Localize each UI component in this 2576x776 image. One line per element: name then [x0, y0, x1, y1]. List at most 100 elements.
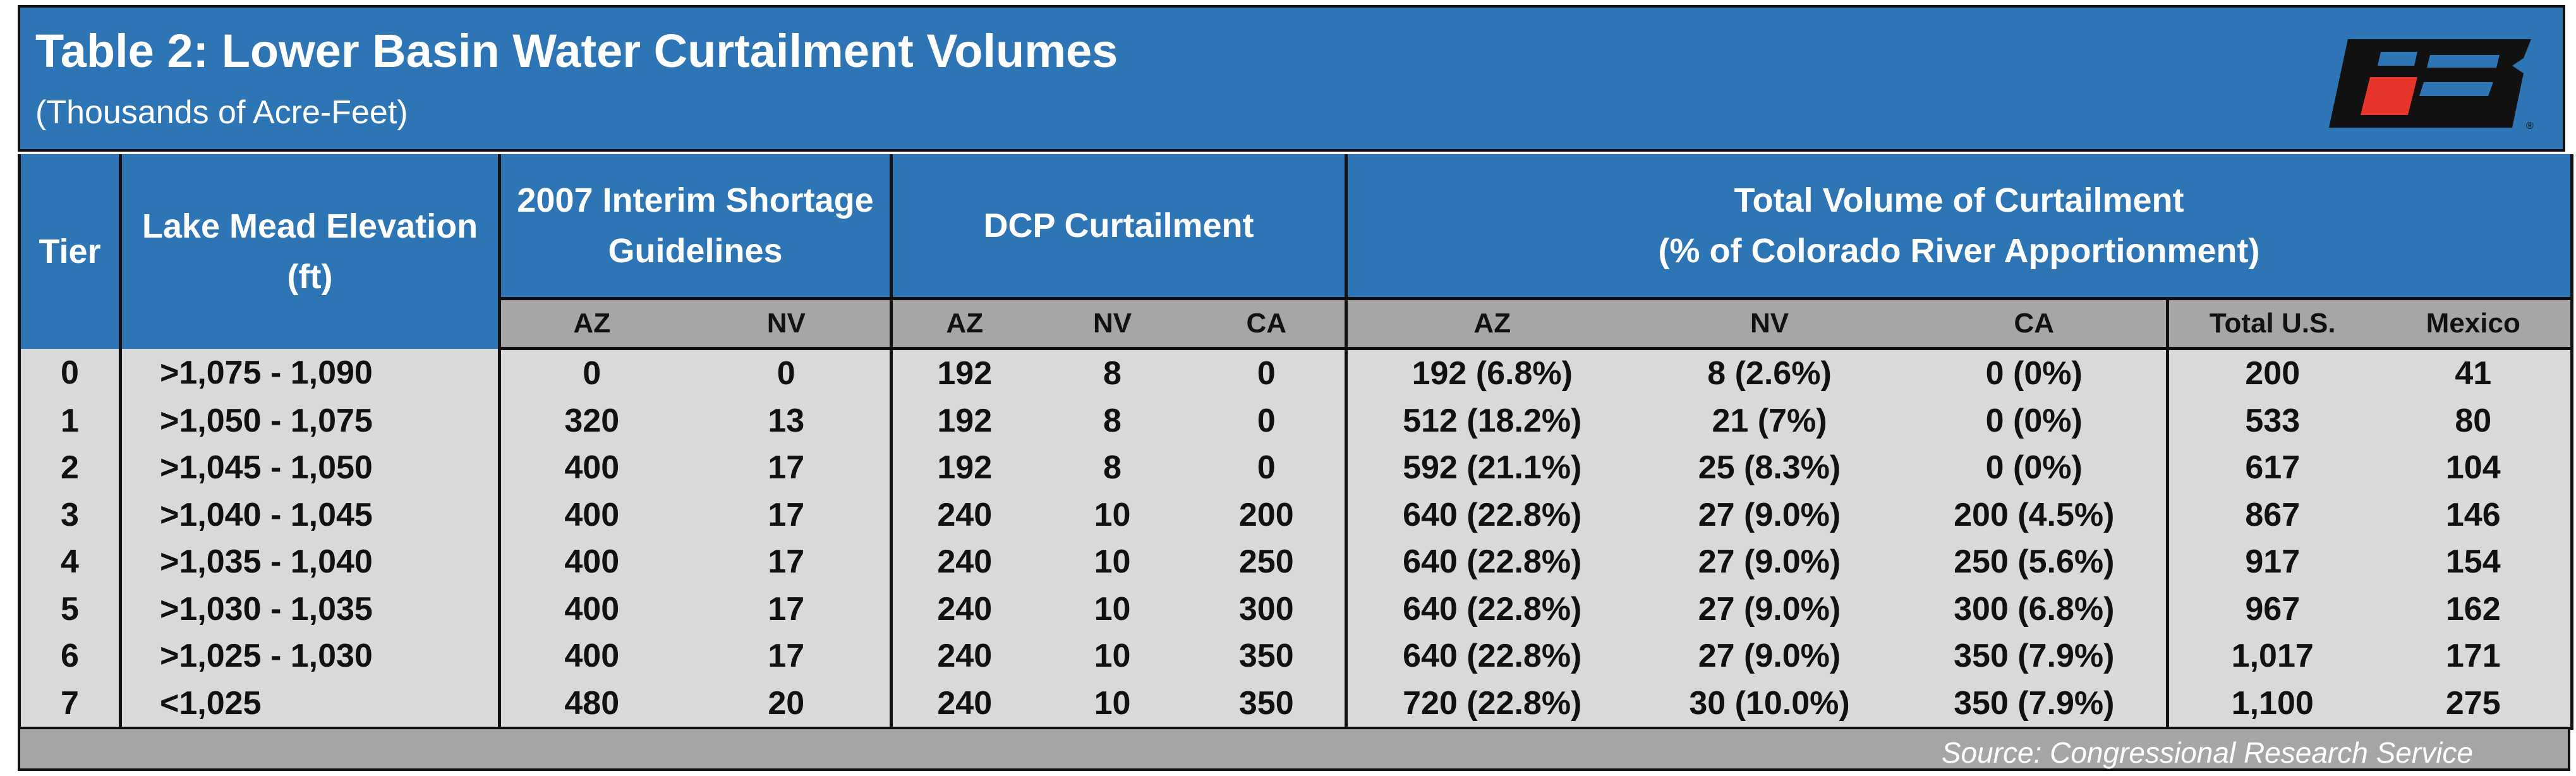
- table-cell: 400: [498, 633, 683, 680]
- subheader-guidelines-nv: NV: [682, 297, 892, 350]
- table-row: 2 >1,045 - 1,050 400 17 192 8 0 592 (21.1%) 25 (…: [18, 444, 2574, 492]
- table-cell: 10: [1036, 491, 1188, 538]
- table-cell: 10: [1036, 679, 1188, 730]
- table-cell: 30 (10.0%): [1636, 679, 1902, 730]
- table-cell: 13: [682, 397, 892, 444]
- subheader-total-ca: CA: [1902, 297, 2168, 350]
- total-volume-title: Total Volume of Curtailment: [1734, 181, 2184, 219]
- table-cell: 192 (6.8%): [1345, 348, 1637, 397]
- source-note: Source: Congressional Research Service: [1941, 736, 2473, 769]
- table-cell: 10: [1036, 633, 1188, 680]
- total-volume-header: Total Volume of Curtailment (% of Colora…: [1344, 154, 2574, 299]
- table-cell: >1,075 - 1,090: [119, 348, 500, 397]
- table-cell: 350 (7.9%): [1902, 679, 2168, 730]
- table-row: 5 >1,030 - 1,035 400 17 240 10 300 640 (22.8%) 2…: [18, 585, 2574, 633]
- table-cell: 480: [498, 679, 683, 730]
- table-cell: >1,045 - 1,050: [119, 444, 500, 492]
- table-cell: 8: [1036, 397, 1188, 444]
- table-cell: 8: [1036, 444, 1188, 492]
- table-cell: 17: [682, 444, 892, 492]
- table-cell: 1,100: [2166, 679, 2376, 730]
- elevation-header: Lake Mead Elevation (ft): [119, 154, 501, 349]
- subheader-guidelines-az: AZ: [498, 297, 683, 350]
- table-cell: 200 (4.5%): [1902, 491, 2168, 538]
- table-cell: 17: [682, 633, 892, 680]
- table-cell: 192: [890, 444, 1037, 492]
- table-cell: <1,025: [119, 679, 500, 730]
- table-cell: 20: [682, 679, 892, 730]
- table-cell: 1: [18, 397, 121, 444]
- subheader-dcp-ca: CA: [1188, 297, 1346, 350]
- table-cell: 25 (8.3%): [1636, 444, 1902, 492]
- table-cell: 0 (0%): [1902, 348, 2168, 397]
- table-cell: 0 (0%): [1902, 444, 2168, 492]
- table-cell: 640 (22.8%): [1345, 633, 1637, 680]
- table-cell: 300: [1188, 585, 1346, 633]
- table-cell: 80: [2376, 397, 2574, 444]
- table-cell: 350: [1188, 633, 1346, 680]
- dcp-header: DCP Curtailment: [890, 154, 1348, 299]
- table-cell: 350: [1188, 679, 1346, 730]
- table-cell: 240: [890, 538, 1037, 586]
- table-row: 6 >1,025 - 1,030 400 17 240 10 350 640 (22.8%) 2…: [18, 633, 2574, 680]
- table-cell: 240: [890, 633, 1037, 680]
- table-cell: 617: [2166, 444, 2376, 492]
- table-cell: 400: [498, 585, 683, 633]
- table-cell: 200: [1188, 491, 1346, 538]
- subheader-mexico: Mexico: [2376, 297, 2574, 350]
- table-cell: 320: [498, 397, 683, 444]
- table-row: 7 <1,025 480 20 240 10 350 720 (22.8%) 30 (10.0%…: [18, 679, 2574, 730]
- curtailment-table: Tier Lake Mead Elevation (ft) 2007 Inter…: [18, 154, 2574, 730]
- table-cell: 400: [498, 538, 683, 586]
- table-cell: 1,017: [2166, 633, 2376, 680]
- table-cell: 10: [1036, 538, 1188, 586]
- table-cell: 250 (5.6%): [1902, 538, 2168, 586]
- table-cell: 0: [498, 348, 683, 397]
- table-cell: 400: [498, 491, 683, 538]
- table-footer: Source: Congressional Research Service: [18, 729, 2570, 771]
- table-cell: >1,040 - 1,045: [119, 491, 500, 538]
- table-cell: 240: [890, 585, 1037, 633]
- table-cell: 27 (9.0%): [1636, 491, 1902, 538]
- table-cell: 240: [890, 491, 1037, 538]
- table-cell: 27 (9.0%): [1636, 585, 1902, 633]
- table-cell: 250: [1188, 538, 1346, 586]
- table-cell: 162: [2376, 585, 2574, 633]
- subheader-dcp-nv: NV: [1036, 297, 1188, 350]
- table-cell: 17: [682, 491, 892, 538]
- table-cell: 21 (7%): [1636, 397, 1902, 444]
- table-cell: >1,035 - 1,040: [119, 538, 500, 586]
- table-cell: 533: [2166, 397, 2376, 444]
- total-volume-note: (% of Colorado River Apportionment): [1658, 232, 2260, 270]
- table-cell: 967: [2166, 585, 2376, 633]
- table-cell: 6: [18, 633, 121, 680]
- table-cell: 2: [18, 444, 121, 492]
- subheader-total-us: Total U.S.: [2166, 297, 2376, 350]
- table-cell: 0: [682, 348, 892, 397]
- table-cell: 192: [890, 397, 1037, 444]
- table-cell: 917: [2166, 538, 2376, 586]
- table-subtitle: (Thousands of Acre-Feet): [35, 94, 408, 131]
- subheader-total-az: AZ: [1345, 297, 1637, 350]
- table-cell: 8 (2.6%): [1636, 348, 1902, 397]
- table-cell: 300 (6.8%): [1902, 585, 2168, 633]
- table-cell: >1,030 - 1,035: [119, 585, 500, 633]
- table-cell: 27 (9.0%): [1636, 633, 1902, 680]
- table-cell: 240: [890, 679, 1037, 730]
- table-cell: 350 (7.9%): [1902, 633, 2168, 680]
- table-cell: 41: [2376, 348, 2574, 397]
- table-cell: 0: [1188, 444, 1346, 492]
- table-cell: 192: [890, 348, 1037, 397]
- table-row: 1 >1,050 - 1,075 320 13 192 8 0 512 (18.2%) 21 (…: [18, 397, 2574, 444]
- table-cell: 0: [1188, 397, 1346, 444]
- table-cell: 400: [498, 444, 683, 492]
- table-row: 0 >1,075 - 1,090 0 0 192 8 0 192 (6.8%) 8 (2.6%)…: [18, 348, 2574, 397]
- table-cell: 0: [1188, 348, 1346, 397]
- subheader-total-nv: NV: [1636, 297, 1902, 350]
- table-cell: 154: [2376, 538, 2574, 586]
- guidelines-header: 2007 Interim Shortage Guidelines: [498, 154, 893, 299]
- table-cell: 0: [18, 348, 121, 397]
- table-cell: 17: [682, 538, 892, 586]
- table-cell: 867: [2166, 491, 2376, 538]
- table-cell: 512 (18.2%): [1345, 397, 1637, 444]
